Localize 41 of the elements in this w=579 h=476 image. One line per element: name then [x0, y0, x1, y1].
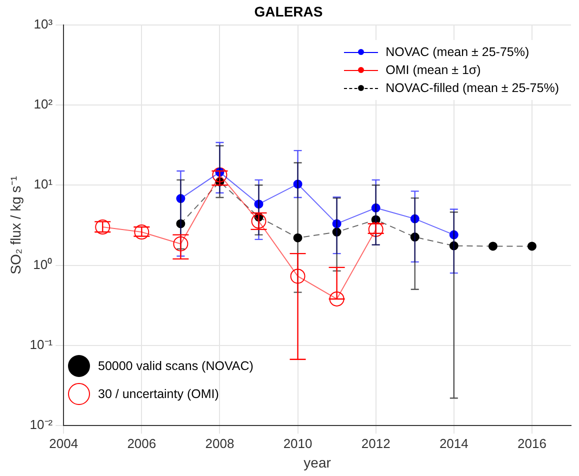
point — [293, 233, 302, 242]
x-tick-label: 2006 — [127, 436, 156, 451]
y-tick-label: 10² — [34, 96, 54, 112]
point — [176, 194, 186, 204]
point — [527, 242, 536, 251]
y-tick-label: 10⁻² — [30, 417, 54, 432]
x-tick-label: 2008 — [205, 436, 234, 451]
x-tick-label: 2016 — [518, 436, 546, 451]
x-tick-label: 2012 — [361, 436, 390, 451]
x-tick-label: 2004 — [49, 436, 78, 451]
y-tick-label: 10⁻¹ — [30, 337, 54, 352]
point — [332, 219, 342, 228]
point — [371, 203, 380, 212]
x-axis-title: year — [304, 454, 332, 470]
point — [449, 230, 458, 240]
point — [293, 180, 302, 189]
point — [134, 224, 150, 240]
point — [329, 291, 344, 306]
point — [212, 167, 228, 182]
point — [368, 222, 384, 237]
point — [410, 232, 420, 242]
x-tick-label: 2014 — [439, 436, 468, 451]
annotation: 30 / uncertainty (OMI) — [98, 387, 219, 401]
annotation: 50000 valid scans (NOVAC) — [98, 359, 254, 373]
point — [449, 241, 458, 250]
y-tick-label: 10¹ — [34, 176, 54, 192]
point — [176, 219, 186, 228]
y-axis-title: SO₂ flux / kg s⁻¹ — [7, 176, 24, 274]
y-tick-label: 10³ — [34, 16, 54, 32]
point — [254, 200, 264, 209]
legend-label: NOVAC (mean ± 25-75%) — [386, 45, 530, 59]
legend-label: OMI (mean ± 1σ) — [386, 63, 481, 77]
x-tick-label: 2010 — [283, 436, 312, 451]
y-tick-label: 10⁰ — [33, 256, 53, 272]
point — [173, 236, 188, 252]
point — [488, 242, 498, 251]
point — [410, 214, 420, 224]
chart-title: GALERAS — [254, 3, 323, 20]
point — [332, 228, 342, 237]
legend-label: NOVAC-filled (mean ± 25-75%) — [386, 81, 559, 95]
point — [290, 268, 306, 284]
